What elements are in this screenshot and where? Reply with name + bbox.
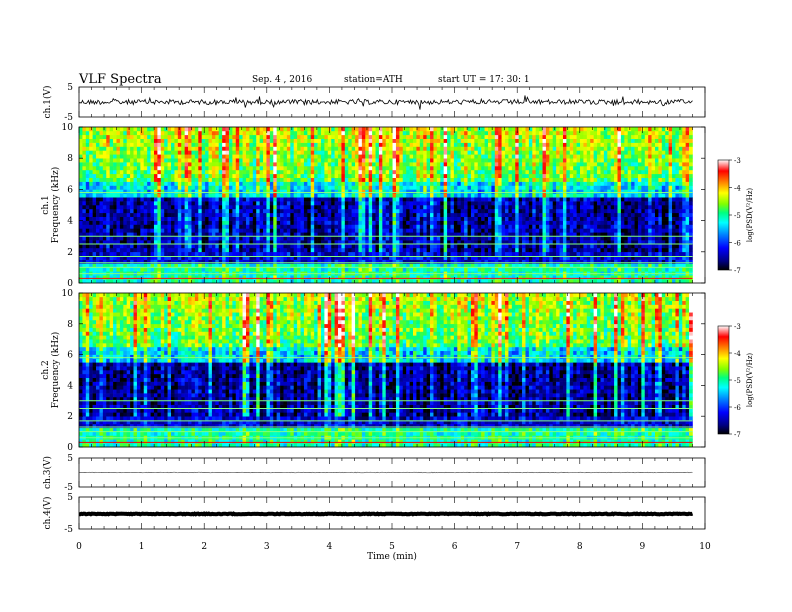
x-tick-label: 2 bbox=[201, 542, 207, 552]
x-tick-label: 6 bbox=[452, 542, 458, 552]
colorbar-tick-label: -6 bbox=[734, 404, 741, 412]
x-tick-label: 8 bbox=[577, 542, 583, 552]
x-tick-label: 3 bbox=[264, 542, 270, 552]
y-tick-label: 10 bbox=[62, 289, 74, 299]
date-label: Sep. 4 , 2016 bbox=[252, 75, 313, 85]
figure-title: VLF Spectra bbox=[79, 72, 162, 87]
y-tick-label: 8 bbox=[67, 154, 73, 164]
station-label: station=ATH bbox=[344, 75, 403, 85]
channel-voltage-label: ch.4(V) bbox=[42, 497, 53, 530]
x-tick-label: 5 bbox=[389, 542, 395, 552]
colorbar-label: log(PSD(V²/Hz) bbox=[746, 353, 754, 408]
x-tick-label: 4 bbox=[327, 542, 333, 552]
colorbar-tick-label: -5 bbox=[734, 377, 741, 385]
y-tick-label: 5 bbox=[67, 493, 73, 503]
waveform-ch1v bbox=[78, 95, 693, 110]
y-tick-label: -5 bbox=[64, 483, 73, 493]
waveform-ch3v bbox=[78, 471, 693, 474]
x-tick-label: 1 bbox=[139, 542, 145, 552]
channel-voltage-label: ch.1(V) bbox=[42, 86, 53, 119]
colorbar-tick-label: -7 bbox=[734, 431, 741, 439]
y-tick-label: -5 bbox=[64, 113, 73, 123]
colorbar-tick-label: -3 bbox=[734, 323, 741, 331]
colorbar-tick-label: -6 bbox=[734, 240, 741, 248]
y-tick-label: 0 bbox=[67, 443, 73, 453]
colorbar bbox=[717, 159, 730, 271]
y-tick-label: 5 bbox=[67, 83, 73, 93]
x-tick-label: 0 bbox=[76, 542, 82, 552]
y-tick-label: -5 bbox=[64, 525, 73, 535]
x-tick-label: 9 bbox=[640, 542, 646, 552]
colorbar-tick-label: -5 bbox=[734, 212, 741, 220]
colorbar-tick-label: -4 bbox=[734, 185, 741, 193]
colorbar-label: log(PSD(V²/Hz) bbox=[746, 188, 754, 243]
spectrogram-ch1 bbox=[79, 127, 693, 284]
y-tick-label: 0 bbox=[67, 279, 73, 289]
colorbar-tick-label: -4 bbox=[734, 350, 741, 358]
y-tick-label: 4 bbox=[67, 381, 73, 391]
waveform-ch4v bbox=[79, 511, 694, 517]
start-time-label: start UT = 17: 30: 1 bbox=[438, 75, 530, 85]
x-axis-label: Time (min) bbox=[367, 551, 417, 562]
frequency-axis-label: Frequency (kHz) bbox=[50, 332, 61, 409]
colorbar-tick-label: -3 bbox=[734, 157, 741, 165]
colorbar-tick-label: -7 bbox=[734, 267, 741, 275]
y-tick-label: 8 bbox=[67, 320, 73, 330]
y-tick-label: 5 bbox=[67, 454, 73, 464]
x-tick-label: 10 bbox=[699, 542, 711, 552]
y-tick-label: 2 bbox=[67, 412, 73, 422]
x-tick-label: 7 bbox=[514, 542, 520, 552]
spectrogram-ch2 bbox=[79, 293, 693, 448]
y-tick-label: 10 bbox=[62, 123, 74, 133]
colorbar bbox=[717, 325, 730, 435]
y-tick-label: 6 bbox=[67, 351, 73, 361]
channel-voltage-label: ch.3(V) bbox=[42, 456, 53, 489]
y-tick-label: 6 bbox=[67, 185, 73, 195]
channel-label: ch.2 bbox=[41, 360, 51, 379]
frequency-axis-label: Frequency (kHz) bbox=[50, 167, 61, 244]
y-tick-label: 2 bbox=[67, 248, 73, 258]
channel-label: ch.1 bbox=[41, 195, 51, 214]
y-tick-label: 4 bbox=[67, 217, 73, 227]
